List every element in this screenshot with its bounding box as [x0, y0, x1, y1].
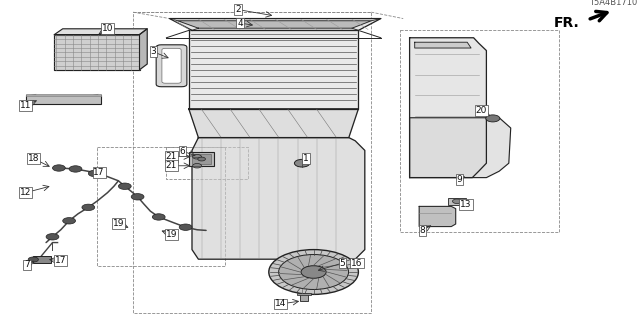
- Text: 19: 19: [113, 219, 124, 228]
- Text: 2: 2: [236, 5, 241, 14]
- Text: 14: 14: [275, 300, 286, 308]
- Circle shape: [52, 165, 65, 171]
- Circle shape: [278, 254, 349, 290]
- Circle shape: [269, 250, 358, 294]
- Circle shape: [118, 183, 131, 189]
- Circle shape: [152, 214, 165, 220]
- Text: 4: 4: [237, 19, 243, 28]
- Polygon shape: [54, 35, 140, 70]
- Text: 17: 17: [55, 256, 67, 265]
- Polygon shape: [189, 109, 358, 138]
- Bar: [97, 147, 225, 266]
- Polygon shape: [140, 29, 147, 70]
- Text: 10: 10: [102, 24, 113, 33]
- Text: 3: 3: [151, 47, 156, 56]
- FancyBboxPatch shape: [156, 45, 187, 87]
- Text: 18: 18: [28, 154, 39, 163]
- Text: 21: 21: [166, 152, 177, 161]
- Text: 7: 7: [24, 260, 29, 269]
- Text: 5: 5: [340, 259, 345, 268]
- Text: 13: 13: [460, 200, 472, 209]
- Circle shape: [88, 170, 101, 177]
- Circle shape: [352, 260, 362, 265]
- Polygon shape: [192, 138, 365, 259]
- Text: 6: 6: [180, 147, 185, 156]
- Circle shape: [294, 159, 310, 167]
- Bar: [33, 256, 51, 263]
- Bar: [448, 198, 466, 205]
- Circle shape: [82, 204, 95, 211]
- Circle shape: [179, 224, 192, 230]
- Text: 20: 20: [476, 106, 487, 115]
- Polygon shape: [54, 29, 147, 35]
- Polygon shape: [189, 30, 358, 109]
- Text: FR.: FR.: [554, 16, 579, 30]
- Text: 1: 1: [303, 154, 308, 163]
- Circle shape: [63, 218, 76, 224]
- Bar: [26, 95, 101, 104]
- Circle shape: [198, 157, 205, 161]
- Text: 16: 16: [351, 259, 363, 268]
- Circle shape: [28, 257, 38, 262]
- Text: 8: 8: [420, 226, 425, 235]
- Circle shape: [301, 266, 326, 278]
- Bar: [297, 293, 311, 295]
- Bar: [300, 294, 308, 301]
- Circle shape: [193, 164, 202, 168]
- Text: 12: 12: [20, 188, 31, 197]
- Circle shape: [46, 234, 59, 240]
- Bar: [400, 30, 559, 232]
- Polygon shape: [410, 38, 486, 178]
- Circle shape: [486, 115, 500, 122]
- Polygon shape: [415, 42, 471, 48]
- Text: 17: 17: [93, 168, 105, 177]
- Circle shape: [452, 199, 461, 204]
- Circle shape: [69, 166, 82, 172]
- Text: 19: 19: [166, 230, 177, 239]
- FancyBboxPatch shape: [162, 48, 181, 83]
- Bar: [166, 147, 248, 179]
- Polygon shape: [178, 21, 371, 28]
- Text: 11: 11: [20, 101, 31, 110]
- Text: 9: 9: [457, 175, 462, 184]
- Polygon shape: [170, 19, 381, 30]
- Circle shape: [131, 194, 144, 200]
- Text: T5A4B1710: T5A4B1710: [589, 0, 637, 7]
- Text: 21: 21: [166, 161, 177, 170]
- Bar: [133, 12, 371, 313]
- Polygon shape: [419, 206, 456, 227]
- Polygon shape: [410, 118, 511, 178]
- Bar: [26, 94, 101, 96]
- Circle shape: [193, 155, 202, 159]
- Bar: [189, 152, 214, 166]
- Bar: [192, 154, 211, 164]
